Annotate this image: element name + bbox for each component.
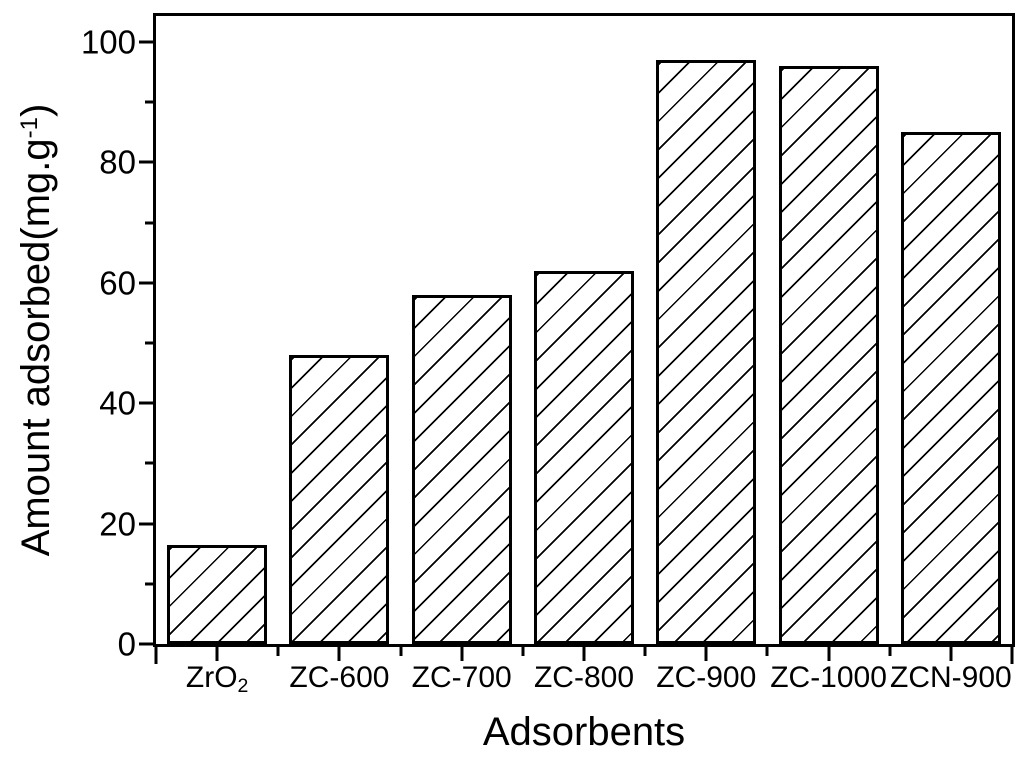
y-axis-title-close-paren: ) xyxy=(14,103,58,117)
x-minor-tick xyxy=(1010,647,1014,664)
x-tick-zc-1000 xyxy=(827,647,831,661)
y-minor-tick-30 xyxy=(145,461,153,465)
x-tick-label-zc-700: ZC-700 xyxy=(412,663,512,693)
x-tick-label-text: ZrO xyxy=(185,661,238,694)
bar-zc-600 xyxy=(289,355,390,644)
x-minor-tick xyxy=(399,647,403,656)
y-tick-100 xyxy=(139,40,153,44)
y-minor-tick-10 xyxy=(145,582,153,586)
x-tick-label-subscript: 2 xyxy=(237,675,249,698)
y-minor-tick-50 xyxy=(145,341,153,345)
x-tick-zro xyxy=(215,647,219,661)
bar-zro xyxy=(167,544,268,644)
x-tick-label-zc-600: ZC-600 xyxy=(289,663,389,693)
y-tick-label-0: 0 xyxy=(117,625,136,663)
y-tick-label-80: 80 xyxy=(99,143,136,181)
x-tick-label-text: ZC-900 xyxy=(656,661,757,694)
plot-area: 0 20 40 60 80 100 ZrO2 ZC-600 ZC-700 ZC-800 ZC-900… xyxy=(81,13,1015,696)
x-minor-tick xyxy=(521,647,525,656)
y-tick-20 xyxy=(139,522,153,526)
x-tick-label-zc-1000: ZC-1000 xyxy=(770,663,887,693)
x-tick-label-text: ZC-700 xyxy=(411,661,512,694)
x-tick-label-text: ZC-800 xyxy=(533,661,635,694)
x-minor-tick xyxy=(888,647,892,656)
x-tick-label-zc-900: ZC-900 xyxy=(656,663,756,693)
y-tick-label-40: 40 xyxy=(99,384,136,422)
x-tick-label-zro: ZrO2 xyxy=(185,661,249,697)
x-minor-tick xyxy=(765,647,769,656)
bar-zcn-900 xyxy=(900,132,1001,644)
y-tick-60 xyxy=(139,281,153,285)
y-axis-title-superscript: -1 xyxy=(16,116,43,139)
bar-zc-900 xyxy=(656,59,757,644)
x-tick-zc-800 xyxy=(582,647,586,661)
y-axis-title-text: Amount adsorbed(mg.g xyxy=(14,138,58,557)
y-tick-label-100: 100 xyxy=(80,23,136,61)
y-tick-label-20: 20 xyxy=(99,505,136,543)
y-tick-80 xyxy=(139,160,153,164)
x-tick-label-text: ZC-1000 xyxy=(770,661,887,694)
x-tick-zc-700 xyxy=(460,647,464,661)
y-tick-label-60: 60 xyxy=(99,264,136,302)
y-tick-0 xyxy=(139,642,153,646)
bar-zc-800 xyxy=(534,270,634,644)
x-minor-tick xyxy=(276,647,280,656)
x-tick-zcn-900 xyxy=(949,647,953,661)
x-tick-label-zcn-900: ZCN-900 xyxy=(890,663,1012,693)
bar-zc-700 xyxy=(411,294,512,644)
x-tick-label-zc-800: ZC-800 xyxy=(534,663,634,693)
x-minor-tick xyxy=(154,647,158,664)
x-minor-tick xyxy=(643,647,647,656)
bar-zc-1000 xyxy=(778,65,879,644)
y-minor-tick-90 xyxy=(145,100,153,104)
y-minor-tick-70 xyxy=(145,221,153,225)
x-tick-label-text: ZCN-900 xyxy=(889,661,1012,694)
x-tick-zc-600 xyxy=(337,647,341,661)
y-tick-40 xyxy=(139,401,153,405)
y-axis-title: Amount adsorbed(mg.g-1) xyxy=(14,103,58,557)
x-tick-label-text: ZC-600 xyxy=(289,661,390,694)
x-axis-title: Adsorbents xyxy=(482,710,686,754)
x-tick-zc-900 xyxy=(704,647,708,661)
